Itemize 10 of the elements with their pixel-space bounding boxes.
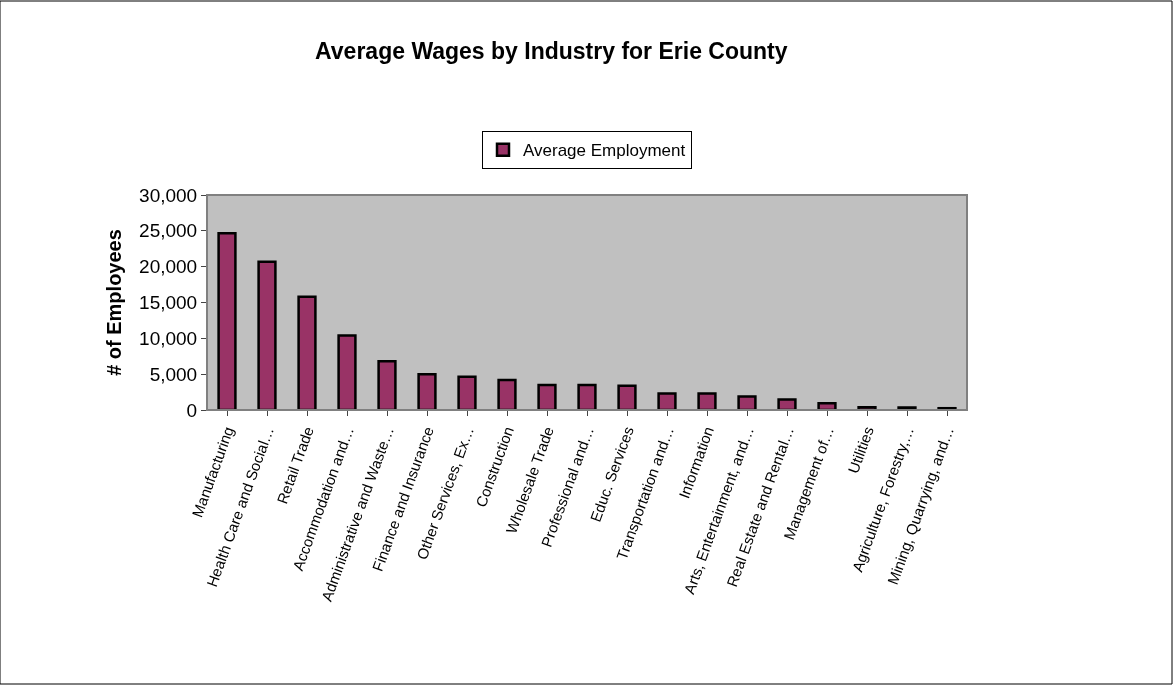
y-tick-label: 10,000 xyxy=(139,327,198,349)
y-tick-label: 20,000 xyxy=(139,256,198,278)
y-axis-title: # of Employees xyxy=(102,229,125,376)
y-tick-label: 15,000 xyxy=(139,292,198,314)
y-tick-label: 0 xyxy=(186,399,198,421)
legend-label: Average Employment xyxy=(523,141,686,161)
y-tick-label: 5,000 xyxy=(149,363,198,385)
y-tick-label: 25,000 xyxy=(139,220,198,242)
chart-title: Average Wages by Industry for Erie County xyxy=(315,38,788,65)
y-tick-label: 30,000 xyxy=(139,184,198,206)
